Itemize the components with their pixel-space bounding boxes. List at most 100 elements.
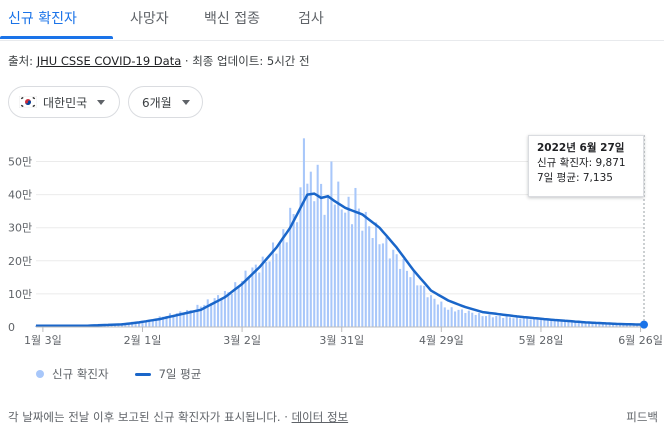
case-bar: [165, 316, 168, 327]
legend-new-cases-label: 신규 확진자: [52, 367, 109, 381]
case-bar: [316, 164, 319, 327]
case-bar: [457, 309, 460, 327]
case-bar: [357, 208, 360, 327]
avg-line: [36, 192, 645, 328]
case-bar: [127, 323, 130, 327]
case-bar: [371, 238, 374, 327]
case-bar: [364, 211, 367, 327]
legend-line-swatch: [134, 372, 151, 376]
case-bar: [340, 209, 343, 327]
case-bar: [141, 320, 144, 327]
tab-deaths[interactable]: 사망자: [130, 11, 169, 27]
tab-vaccinations[interactable]: 백신 접종: [204, 11, 260, 27]
case-bar: [419, 285, 422, 327]
y-tick-label: 10만: [8, 288, 32, 301]
case-bar: [213, 298, 216, 327]
case-bar: [509, 317, 512, 327]
period-dropdown[interactable]: 6개월: [128, 86, 203, 118]
case-bar: [454, 311, 457, 327]
case-bar: [196, 304, 199, 327]
case-bar: [577, 322, 580, 327]
case-bar: [234, 282, 237, 327]
tab-tests[interactable]: 검사: [298, 11, 324, 27]
case-bar: [375, 222, 378, 327]
case-bar: [182, 313, 185, 327]
case-bar: [481, 316, 484, 327]
dropdown-caret-icon: [181, 99, 190, 105]
case-bar: [543, 318, 546, 327]
chart-tooltip: 2022년 6월 27일 신규 확진자: 9,871 7일 평균: 7,135: [528, 135, 644, 197]
x-tick-label: 6월 26일: [618, 333, 663, 347]
case-bar: [402, 258, 405, 327]
case-bar: [550, 320, 553, 327]
case-bar: [210, 303, 213, 327]
data-info-link[interactable]: 데이터 정보: [291, 410, 349, 424]
case-bar: [498, 315, 501, 327]
case-bar: [392, 249, 395, 327]
case-bar: [443, 307, 446, 327]
case-bar: [622, 324, 625, 327]
case-bar: [467, 310, 470, 327]
case-bar: [347, 196, 350, 327]
case-bar: [625, 324, 628, 327]
case-bar: [320, 183, 323, 327]
case-bar: [175, 313, 178, 327]
case-bar: [423, 285, 426, 327]
tab-new-cases[interactable]: 신규 확진자: [8, 11, 77, 27]
cases-chart[interactable]: 0 10만 20만 30만 40만 50만 1월 3일 2월 1일 3월 2일 3월 31일 4월 …: [0, 125, 664, 355]
source-line: 출처: JHU CSSE COVID-19 Data · 최종 업데이트: 5시…: [8, 53, 310, 69]
case-bar: [539, 319, 542, 327]
case-bar: [285, 242, 288, 327]
hover-point: [640, 320, 648, 329]
case-bar: [282, 229, 285, 327]
x-tick-label: 3월 31일: [319, 333, 364, 347]
source-link[interactable]: JHU CSSE COVID-19 Data: [36, 54, 182, 68]
case-bar: [158, 316, 161, 327]
y-tick-label: 0: [8, 321, 15, 334]
case-bar: [323, 214, 326, 327]
case-bar: [405, 270, 409, 327]
case-bar: [168, 313, 171, 327]
case-bar: [416, 285, 419, 327]
dropdown-caret-icon: [97, 99, 106, 105]
case-bar: [247, 278, 251, 327]
case-bar: [265, 262, 268, 327]
case-bar: [570, 321, 573, 327]
case-bar: [426, 297, 429, 327]
case-bar: [488, 314, 491, 327]
case-bar: [333, 204, 336, 327]
case-bar: [354, 187, 357, 327]
case-bar: [189, 310, 192, 327]
case-bar: [608, 323, 611, 327]
case-bar: [605, 323, 608, 327]
case-bar: [491, 317, 494, 327]
x-tick-label: 3월 2일: [223, 333, 261, 347]
case-bar: [296, 222, 299, 327]
case-bar: [134, 322, 137, 327]
case-bar: [388, 258, 391, 327]
case-bar: [258, 272, 261, 327]
tooltip-new-cases: 신규 확진자: 9,871: [537, 157, 626, 169]
feedback-link[interactable]: 피드백: [626, 410, 658, 424]
last-updated-text: · 최종 업데이트: 5시간 전: [181, 54, 310, 68]
tab-bar: 신규 확진자 사망자 백신 접종 검사: [0, 0, 664, 41]
chart-legend: 신규 확진자 7일 평균: [36, 366, 201, 382]
case-bar: [522, 318, 525, 327]
country-dropdown[interactable]: 대한민국: [8, 86, 120, 118]
case-bar: [223, 290, 226, 327]
tooltip-7day-avg: 7일 평균: 7,135: [537, 172, 613, 184]
case-bar: [155, 319, 158, 327]
y-tick-label: 20만: [8, 255, 32, 268]
case-bar: [271, 242, 275, 327]
case-bar: [292, 214, 295, 327]
case-bar: [237, 286, 240, 327]
case-bar: [563, 320, 567, 327]
case-bar: [502, 318, 505, 327]
case-bar: [151, 319, 154, 327]
case-bar: [450, 307, 453, 327]
case-bar: [436, 304, 439, 327]
case-bar: [186, 309, 189, 327]
case-bar: [601, 323, 604, 327]
tooltip-date: 2022년 6월 27일: [537, 142, 625, 154]
case-bar: [299, 187, 302, 327]
